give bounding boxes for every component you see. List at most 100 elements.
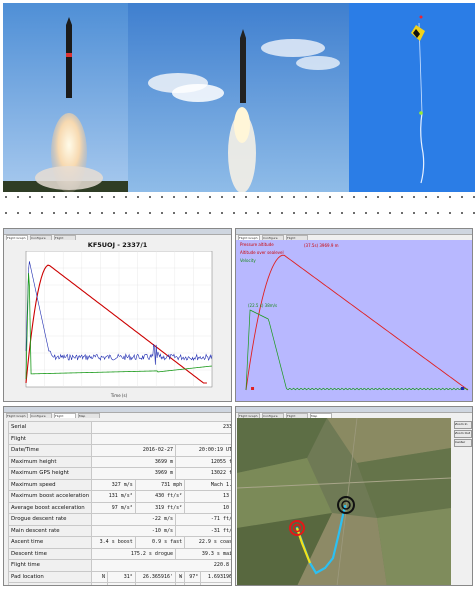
summary-value: 3699 m <box>91 455 176 468</box>
zoom-in-button[interactable]: Zoom In <box>454 421 472 429</box>
summary-value: 97° <box>184 582 202 585</box>
summary-value: 13022 ft <box>174 467 231 480</box>
summary-value: 26.365916' <box>134 570 176 583</box>
summary-value: W <box>174 582 186 585</box>
ascent-track <box>295 527 312 564</box>
summary-value: W <box>174 570 186 583</box>
tab-flight-graph[interactable]: Flight Graph <box>238 235 260 240</box>
summary-value: 31° <box>106 570 136 583</box>
summary-label: Date/Time <box>7 444 93 457</box>
annotation-velocity: (22.5 s) 38m/s <box>248 303 277 308</box>
series-height-line <box>25 264 207 384</box>
summary-value: 319 ft/s² <box>134 501 186 514</box>
summary-value: -22 m/s <box>91 513 176 526</box>
summary-value: 220.8 s <box>91 559 231 572</box>
zoom-out-button[interactable]: Zoom Out <box>454 430 472 438</box>
tab-configure-graph[interactable]: Configure Graph <box>30 235 52 240</box>
legend-velocity: Velocity <box>240 258 256 263</box>
summary-value: 20:00:19 UTC <box>174 444 231 457</box>
summary-label: Pad location <box>7 570 93 583</box>
summary-value: 327 m/s <box>91 478 136 491</box>
landing-marker[interactable] <box>337 496 355 514</box>
tab-flight-summary[interactable]: Flight Summary <box>286 235 308 240</box>
summary-value: 131 m/s² <box>91 490 136 503</box>
summary-value: Mach 1.0 <box>184 478 231 491</box>
summary-value: 26.695450' <box>134 582 176 585</box>
dotted-grid-row <box>0 211 476 215</box>
rocket-launch-photo-2 <box>128 3 349 192</box>
map-window: Flight Graph Configure Graph Flight Summ… <box>235 406 473 586</box>
window-titlebar[interactable] <box>4 229 231 235</box>
legend-altitude-sealevel: Altitude over sealevel <box>240 250 284 255</box>
tab-flight-graph[interactable]: Flight Graph <box>6 235 28 240</box>
summary-label: Descent time <box>7 547 93 560</box>
pad-marker[interactable] <box>289 520 305 536</box>
series-acceleration-line <box>25 273 213 380</box>
tab-flight-summary[interactable]: Flight Summary <box>54 413 76 418</box>
window-titlebar[interactable] <box>236 229 472 235</box>
tab-bar: Flight Graph Configure Graph Flight Summ… <box>236 235 472 240</box>
altitude-chart: Pressure altitude (37.5s) 3969.9 m Altit… <box>236 240 472 401</box>
summary-value: 0.9 s fast <box>134 536 186 549</box>
summary-value: -10 m/s <box>91 524 176 537</box>
tab-bar: Flight Graph Configure Graph Flight Summ… <box>4 235 231 240</box>
summary-row: Last reported locationN31°26.695450'W97°… <box>7 582 231 585</box>
summary-row: Descent time 175.2 s drogue 39.3 s main <box>7 547 231 560</box>
summary-row: Main descent rate-10 m/s-31 ft/s <box>7 524 231 537</box>
summary-value: -71 ft/s <box>174 513 231 526</box>
tab-map[interactable]: Map <box>310 413 332 418</box>
tab-flight-graph[interactable]: Flight Graph <box>238 413 260 418</box>
window-titlebar[interactable] <box>4 407 231 413</box>
x-axis-label: Time (s) <box>110 393 128 398</box>
summary-value: 3969 m <box>91 467 176 480</box>
tab-flight-graph[interactable]: Flight Graph <box>6 413 28 418</box>
satellite-map[interactable] <box>237 418 451 586</box>
summary-value: 2016-02-27 <box>91 444 176 457</box>
summary-table: Serial2337Flight1Date/Time2016-02-2720:0… <box>7 421 231 585</box>
summary-label: Ascent time <box>7 536 93 549</box>
rocket-launch-photo-1 <box>3 3 128 192</box>
summary-label: Main descent rate <box>7 524 93 537</box>
boost-graph-window: Flight Graph Configure Graph Flight Summ… <box>3 228 232 402</box>
tab-flight-summary[interactable]: Flight Summary <box>54 235 76 240</box>
tab-configure-graph[interactable]: Configure Graph <box>30 413 52 418</box>
summary-value: 430 ft/s² <box>134 490 186 503</box>
tab-flight-summary[interactable]: Flight Summary <box>286 413 308 418</box>
summary-row: Drogue descent rate-22 m/s-71 ft/s <box>7 513 231 526</box>
tab-configure-graph[interactable]: Configure Graph <box>262 235 284 240</box>
summary-value: 22.9 s coast <box>184 536 231 549</box>
series-velocity-line <box>245 309 469 391</box>
summary-value: N <box>91 582 108 585</box>
tab-configure-graph[interactable]: Configure Graph <box>262 413 284 418</box>
summary-value: 1.693196' <box>200 570 231 583</box>
tab-map[interactable]: Map <box>78 413 100 418</box>
summary-label: Flight time <box>7 559 93 572</box>
summary-row: Serial2337 <box>7 421 231 434</box>
launch-point-marker <box>251 387 255 390</box>
summary-value: 175.2 s drogue <box>91 547 176 560</box>
landing-point-marker <box>460 387 464 390</box>
summary-value: 10 G <box>184 501 231 514</box>
center-button[interactable]: Center <box>454 439 472 447</box>
series-altitude-line <box>245 254 469 391</box>
summary-label: Maximum boost acceleration <box>7 490 93 503</box>
summary-value: 31° <box>106 582 136 585</box>
summary-value: 1.172366' <box>200 582 231 585</box>
summary-value: 3.4 s boost <box>91 536 136 549</box>
summary-value: 97° <box>184 570 202 583</box>
altitude-graph-window: Flight Graph Configure Graph Flight Summ… <box>235 228 473 402</box>
summary-value: 13 G <box>184 490 231 503</box>
summary-label: Maximum GPS height <box>7 467 93 480</box>
window-titlebar[interactable] <box>236 407 472 413</box>
summary-value: 97 m/s² <box>91 501 136 514</box>
summary-row: Average boost acceleration 97 m/s² 319 ft/… <box>7 501 231 514</box>
summary-row: Ascent time 3.4 s boost 0.9 s fast 22.9 s c… <box>7 536 231 549</box>
tab-bar: Flight Graph Configure Graph Flight Summ… <box>236 413 472 418</box>
summary-label: Average boost acceleration <box>7 501 93 514</box>
summary-label: Serial <box>7 421 93 434</box>
summary-row: Date/Time 2016-02-27 20:00:19 UTC <box>7 444 231 457</box>
